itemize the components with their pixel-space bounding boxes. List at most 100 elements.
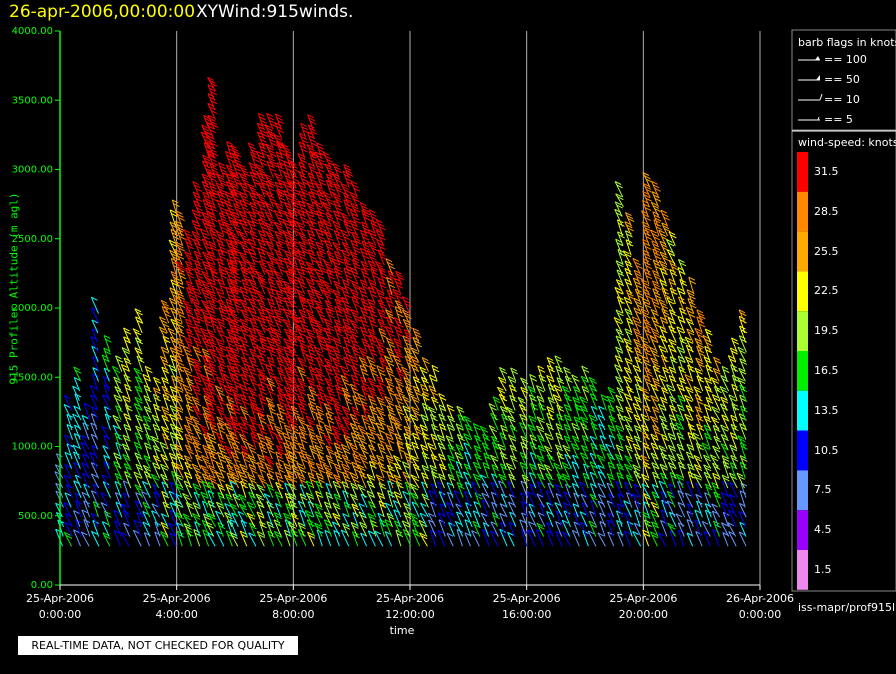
barb-feather bbox=[215, 347, 223, 352]
barb-feather bbox=[105, 413, 112, 418]
barb-staff bbox=[403, 377, 411, 392]
barb-feather bbox=[209, 129, 217, 134]
barb-feather bbox=[352, 283, 360, 288]
barb-staff bbox=[161, 406, 168, 421]
barb-staff bbox=[113, 376, 121, 392]
barb-feather bbox=[174, 345, 181, 350]
barb-feather bbox=[309, 120, 317, 125]
barb-staff bbox=[316, 280, 324, 295]
barb-staff bbox=[161, 481, 169, 498]
barb-feather bbox=[126, 407, 133, 412]
barb-feather bbox=[170, 395, 177, 400]
barb-feather bbox=[135, 406, 143, 411]
barb-feather bbox=[259, 521, 266, 525]
barb-staff bbox=[395, 367, 403, 382]
barb-feather bbox=[267, 254, 275, 259]
barb-feather bbox=[101, 474, 109, 479]
barb-feather bbox=[226, 515, 233, 520]
barb-staff bbox=[392, 288, 402, 305]
barb-feather bbox=[276, 322, 283, 327]
barb-staff bbox=[283, 171, 291, 188]
barb-staff bbox=[142, 502, 151, 518]
barb-feather bbox=[220, 450, 227, 455]
barb-feather bbox=[233, 237, 240, 242]
barb-staff bbox=[315, 491, 323, 508]
barb-feather bbox=[145, 388, 152, 393]
barb-feather bbox=[369, 309, 376, 314]
barb-feather bbox=[336, 217, 343, 222]
barb-staff bbox=[134, 337, 142, 353]
barb-feather bbox=[248, 504, 256, 509]
barb-staff bbox=[333, 530, 340, 547]
barb-feather bbox=[290, 396, 297, 401]
barb-staff bbox=[297, 529, 307, 547]
barb-feather bbox=[370, 334, 378, 339]
barb-staff bbox=[375, 474, 384, 489]
barb-feather bbox=[322, 202, 330, 207]
barb-staff bbox=[247, 454, 257, 469]
barb-staff bbox=[216, 326, 225, 343]
barb-staff bbox=[239, 219, 248, 237]
barb-feather bbox=[239, 318, 247, 323]
barb-staff bbox=[290, 435, 297, 450]
barb-staff bbox=[324, 377, 333, 392]
barb-feather bbox=[379, 440, 387, 445]
barb-staff bbox=[297, 357, 306, 372]
barb-feather bbox=[318, 363, 326, 368]
barb-feather bbox=[275, 273, 282, 278]
barb-feather bbox=[406, 334, 413, 339]
barb-feather bbox=[305, 210, 313, 215]
barb-feather bbox=[326, 333, 334, 338]
barb-feather bbox=[270, 123, 278, 128]
barb-staff bbox=[90, 422, 99, 440]
barb-staff bbox=[152, 424, 159, 440]
barb-feather bbox=[267, 184, 274, 189]
barb-staff bbox=[349, 472, 359, 489]
barb-feather bbox=[397, 383, 405, 388]
barb-staff bbox=[82, 453, 90, 469]
barb-feather bbox=[377, 249, 385, 254]
barb-staff bbox=[275, 241, 282, 256]
barb-staff bbox=[409, 483, 419, 498]
barb-staff bbox=[384, 519, 393, 537]
barb-feather bbox=[309, 138, 317, 143]
barb-feather bbox=[276, 356, 284, 361]
barb-feather bbox=[249, 214, 257, 219]
barb-staff bbox=[342, 523, 350, 537]
barb-staff bbox=[308, 386, 316, 401]
barb-staff bbox=[169, 355, 177, 372]
barb-feather bbox=[211, 305, 218, 310]
barb-staff bbox=[124, 404, 132, 421]
barb-staff bbox=[305, 354, 315, 372]
barb-feather bbox=[300, 174, 307, 179]
barb-feather bbox=[353, 439, 361, 444]
barb-feather bbox=[332, 241, 340, 246]
barb-feather bbox=[164, 313, 172, 318]
barb-feather bbox=[179, 267, 186, 271]
barb-feather bbox=[289, 455, 297, 459]
barb-feather bbox=[196, 256, 203, 261]
barb-feather bbox=[344, 311, 351, 316]
barb-feather bbox=[380, 284, 387, 289]
barb-feather bbox=[260, 305, 267, 310]
barb-feather bbox=[323, 219, 330, 224]
barb-feather bbox=[298, 418, 306, 423]
barb-feather bbox=[377, 222, 385, 227]
barb-staff bbox=[134, 396, 143, 411]
barb-feather bbox=[63, 403, 71, 408]
barb-feather bbox=[194, 445, 201, 450]
barb-feather bbox=[64, 531, 71, 536]
barb-feather bbox=[376, 263, 384, 268]
barb-feather bbox=[309, 151, 316, 156]
barb-feather bbox=[335, 198, 343, 203]
barb-staff bbox=[306, 202, 315, 217]
barb-feather bbox=[395, 426, 403, 431]
barb-feather bbox=[209, 117, 216, 122]
barb-feather bbox=[241, 419, 249, 423]
barb-feather bbox=[292, 199, 300, 204]
barb-feather bbox=[308, 534, 316, 539]
barb-feather bbox=[307, 264, 314, 269]
barb-feather bbox=[375, 337, 382, 342]
barb-feather bbox=[251, 189, 258, 194]
barb-staff bbox=[393, 491, 402, 508]
